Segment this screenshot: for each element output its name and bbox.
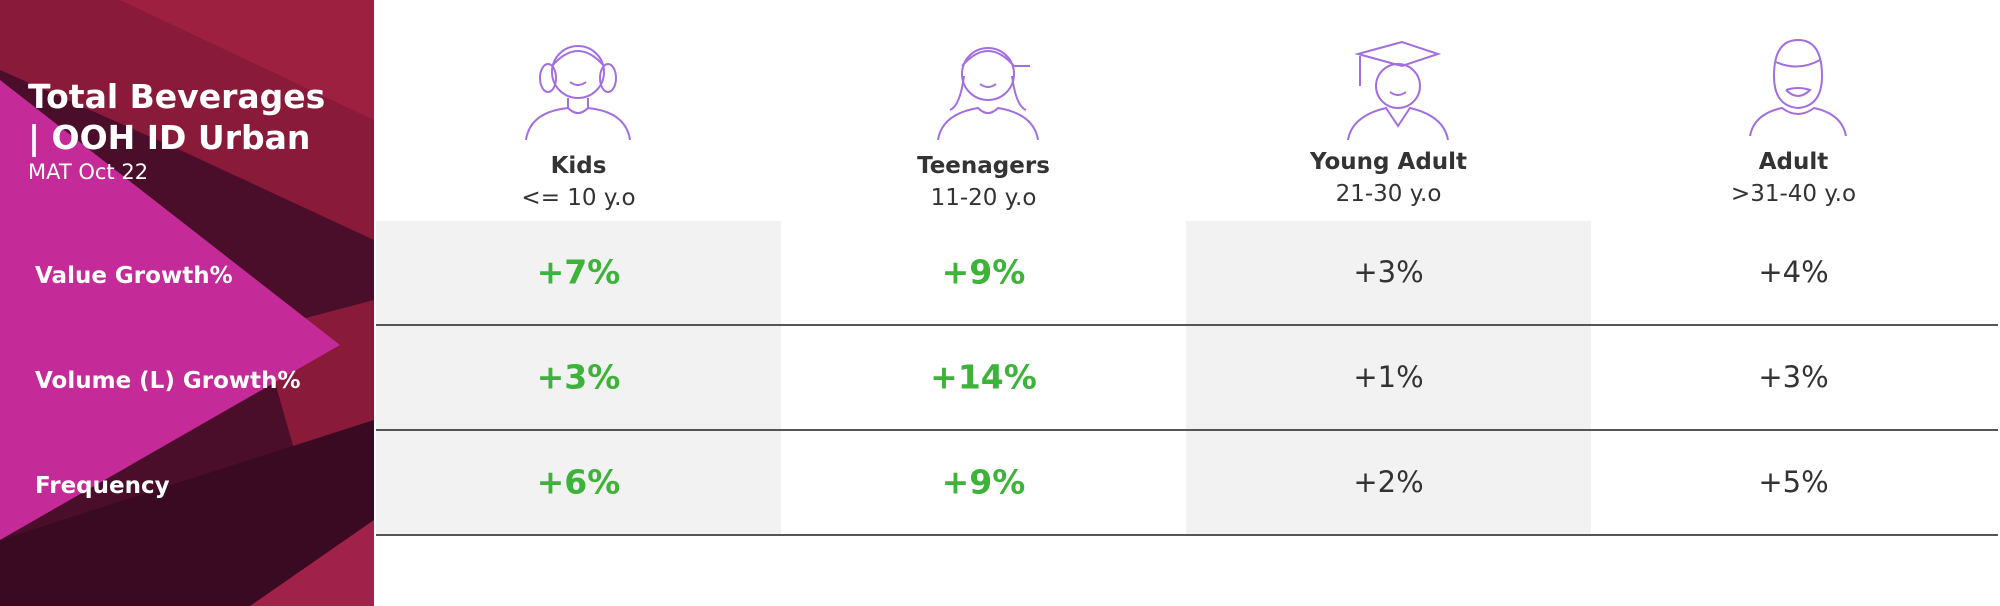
row-label: Value Growth% xyxy=(35,263,233,289)
row-divider xyxy=(376,324,1998,326)
column-name: Adult xyxy=(1758,149,1829,175)
cell-value: +9% xyxy=(941,462,1026,502)
cell-value: +9% xyxy=(941,252,1026,292)
subtitle: MAT Oct 22 xyxy=(28,160,149,184)
title: Total Beverages | OOH ID Urban xyxy=(28,77,326,157)
graduate-icon xyxy=(1347,40,1449,141)
adult-icon xyxy=(1749,38,1847,137)
row-divider xyxy=(376,534,1998,536)
column-age: <= 10 y.o xyxy=(521,185,636,211)
column-header: Teenagers 11-20 y.o xyxy=(781,150,1186,214)
row-label: Frequency xyxy=(35,473,170,499)
row-label: Volume (L) Growth% xyxy=(35,368,301,394)
column-name: Kids xyxy=(550,153,607,179)
column-age: >31-40 y.o xyxy=(1730,181,1857,207)
column-header: Kids <= 10 y.o xyxy=(376,150,781,214)
cell-value: +3% xyxy=(536,357,621,397)
column-header: Young Adult 21-30 y.o xyxy=(1186,146,1591,210)
cell-value: +4% xyxy=(1758,255,1829,289)
cell-value: +14% xyxy=(930,357,1037,397)
cell-value: +3% xyxy=(1758,360,1829,394)
column-age: 21-30 y.o xyxy=(1335,181,1442,207)
column-header: Adult >31-40 y.o xyxy=(1591,146,1996,210)
kids-icon xyxy=(525,45,631,141)
cell-value: +7% xyxy=(536,252,621,292)
column-shade xyxy=(376,221,781,534)
column-age: 11-20 y.o xyxy=(930,185,1037,211)
row-divider xyxy=(376,429,1998,431)
cell-value: +2% xyxy=(1353,465,1424,499)
column-shade xyxy=(1186,221,1591,534)
column-name: Teenagers xyxy=(917,153,1050,179)
side-panel xyxy=(0,0,374,606)
teen-icon xyxy=(937,47,1039,141)
cell-value: +3% xyxy=(1353,255,1424,289)
cell-value: +5% xyxy=(1758,465,1829,499)
cell-value: +1% xyxy=(1353,360,1424,394)
cell-value: +6% xyxy=(536,462,621,502)
column-name: Young Adult xyxy=(1309,149,1468,175)
